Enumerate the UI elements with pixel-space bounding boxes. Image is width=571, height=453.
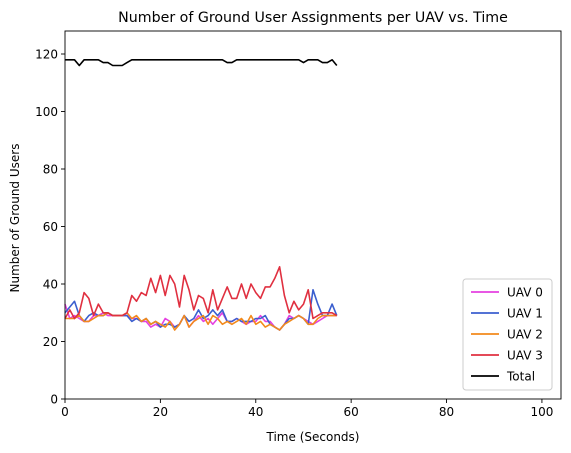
series-line-uav-1: [64, 288, 338, 331]
x-tick-label: 40: [248, 405, 263, 419]
legend: UAV 0 UAV 1 UAV 2 UAV 3 Total: [462, 278, 553, 391]
legend-label: UAV 0: [507, 285, 543, 299]
x-tick-label: 100: [530, 405, 553, 419]
x-tick-label: 0: [61, 405, 69, 419]
y-tick-label: 0: [50, 392, 58, 406]
x-axis-label: Time (Seconds): [266, 430, 360, 444]
legend-box: [462, 278, 553, 391]
legend-label: UAV 2: [507, 327, 543, 341]
x-tick-label: 60: [344, 405, 359, 419]
legend-label: UAV 3: [507, 348, 543, 362]
y-tick-label: 100: [35, 105, 58, 119]
x-tick-label: 20: [153, 405, 168, 419]
y-tick-label: 20: [43, 335, 58, 349]
y-tick-label: 40: [43, 277, 58, 291]
y-axis-label: Number of Ground Users: [8, 144, 22, 293]
x-tick-label: 80: [439, 405, 454, 419]
y-tick-label: 120: [35, 47, 58, 61]
axes-frame: [64, 30, 562, 400]
legend-label: UAV 1: [507, 306, 543, 320]
series-line-uav-3: [64, 265, 338, 320]
series-line-total: [65, 58, 338, 67]
y-tick-label: 80: [43, 162, 58, 176]
legend-label: Total: [506, 369, 535, 383]
chart-title: Number of Ground User Assignments per UA…: [118, 10, 508, 26]
y-tick-label: 60: [43, 220, 58, 234]
series-line-uav-0: [64, 303, 337, 331]
